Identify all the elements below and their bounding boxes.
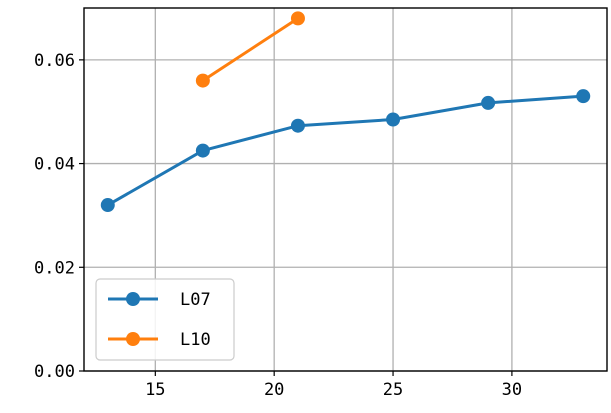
legend-marker-l07 xyxy=(126,292,140,306)
y-tick-label: 0.04 xyxy=(34,155,75,175)
y-tick-label: 0.06 xyxy=(34,51,75,71)
plot-series xyxy=(100,11,591,213)
x-tick-label: 30 xyxy=(502,380,522,400)
y-tick-label: 0.00 xyxy=(34,362,75,382)
plot-frame xyxy=(83,7,608,372)
data-point-l07 xyxy=(100,198,115,213)
axis-ticks: 15 20 25 30 0.00 0.02 0.04 0.06 xyxy=(34,51,522,400)
data-point-l07 xyxy=(195,143,210,158)
legend-box xyxy=(95,278,235,361)
data-point-l07 xyxy=(576,89,591,104)
data-point-l07 xyxy=(481,95,496,110)
legend-label-l10: L10 xyxy=(180,330,211,350)
series-line-l07 xyxy=(107,94,584,207)
data-point-l10 xyxy=(290,11,305,26)
data-point-l10 xyxy=(195,73,210,88)
x-tick-label: 15 xyxy=(145,380,165,400)
y-tick-label: 0.02 xyxy=(34,258,75,278)
data-point-l07 xyxy=(290,118,305,133)
x-tick-label: 20 xyxy=(264,380,284,400)
legend-label-l07: L07 xyxy=(180,290,211,310)
series-line-l10 xyxy=(202,17,299,82)
legend: L07 L10 xyxy=(95,278,235,361)
x-tick-label: 25 xyxy=(383,380,403,400)
data-point-l07 xyxy=(386,112,401,127)
legend-marker-l10 xyxy=(126,332,140,346)
